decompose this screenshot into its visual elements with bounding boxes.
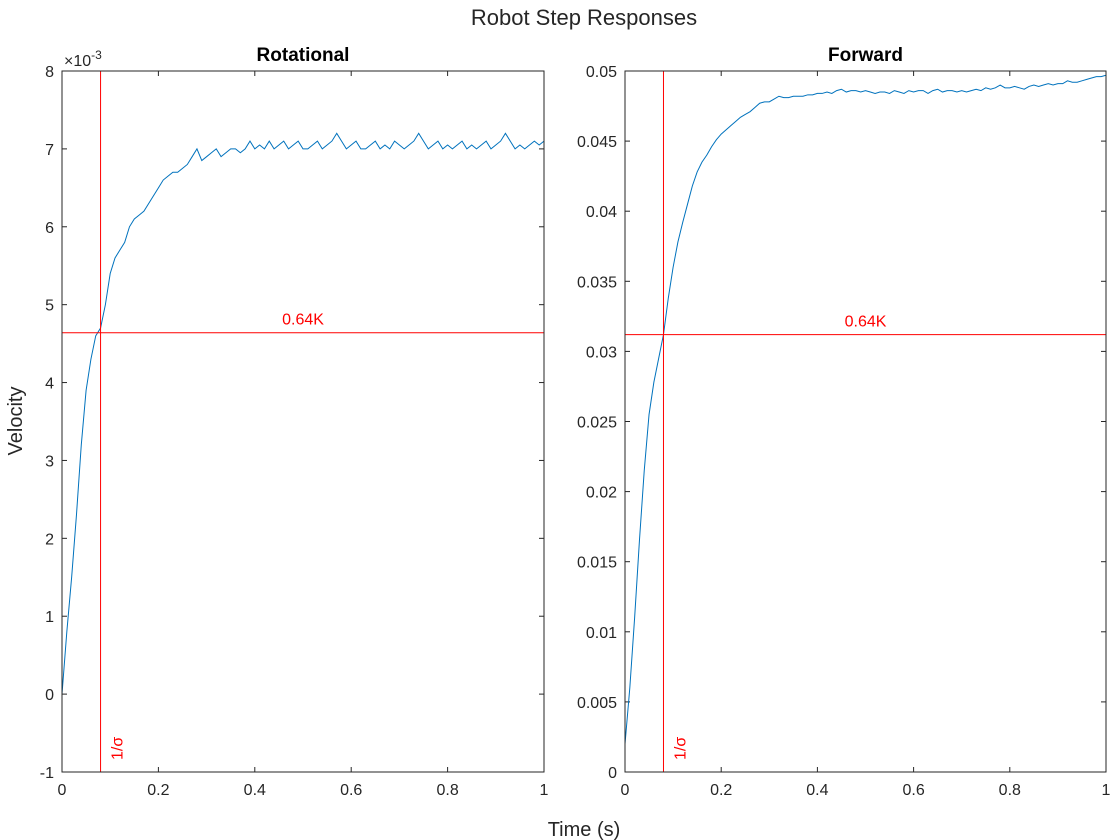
reference-label-horizontal: 0.64K <box>845 314 887 331</box>
y-tick-label: 0.035 <box>577 274 617 291</box>
x-tick-label: 0.4 <box>244 782 266 799</box>
y-tick-label: 1 <box>45 609 54 626</box>
y-exponent-power: -3 <box>91 48 102 62</box>
y-tick-label: 3 <box>45 453 54 470</box>
y-tick-label: 5 <box>45 298 54 315</box>
x-tick-label: 1 <box>1102 782 1111 799</box>
reference-label-horizontal: 0.64K <box>282 312 324 329</box>
x-tick-label: 0.8 <box>999 782 1021 799</box>
axes-frame <box>61 70 545 773</box>
x-tick-label: 0 <box>58 782 67 799</box>
figure-title: Robot Step Responses <box>471 5 697 30</box>
series-line-0 <box>62 132 544 695</box>
y-tick-label: -1 <box>40 765 54 782</box>
series-line-0 <box>625 74 1106 745</box>
y-tick-label: 0.045 <box>577 134 617 151</box>
x-tick-label: 0.6 <box>340 782 362 799</box>
reference-label-vertical: 1/σ <box>672 737 689 760</box>
y-tick-label: 6 <box>45 220 54 237</box>
y-tick-label: 2 <box>45 531 54 548</box>
forward-panel: Forward 0 0.2 0.4 0.6 0.8 1 0 0.005 0.01 0.015 0.02… <box>577 45 1111 799</box>
plot-area <box>62 71 544 772</box>
y-tick-label: 0 <box>608 765 617 782</box>
y-tick-label: 0 <box>45 687 54 704</box>
y-exponent-label: ×10-3 <box>64 48 102 70</box>
axes-frame <box>624 70 1107 773</box>
x-tick-label: 0.6 <box>902 782 924 799</box>
y-tick-label: 7 <box>45 142 54 159</box>
y-tick-label: 0.025 <box>577 415 617 432</box>
x-tick-label: 0 <box>621 782 630 799</box>
x-tick-label: 1 <box>540 782 549 799</box>
y-tick-label: 0.04 <box>586 204 617 221</box>
chart-title: Forward <box>828 45 903 66</box>
y-tick-label: 0.015 <box>577 555 617 572</box>
shared-y-axis-label: Velocity <box>5 387 27 456</box>
y-exponent-base: ×10 <box>64 53 91 70</box>
y-tick-label: 8 <box>45 64 54 81</box>
x-tick-label: 0.2 <box>147 782 169 799</box>
x-tick-label: 0.2 <box>710 782 732 799</box>
y-tick-label: 0.005 <box>577 695 617 712</box>
y-tick-label: 4 <box>45 376 54 393</box>
y-tick-label: 0.05 <box>586 64 617 81</box>
shared-x-axis-label: Time (s) <box>548 819 621 840</box>
x-tick-label: 0.8 <box>436 782 458 799</box>
y-tick-label: 0.01 <box>586 625 617 642</box>
chart-title: Rotational <box>257 45 350 66</box>
reference-label-vertical: 1/σ <box>110 737 127 760</box>
y-tick-label: 0.02 <box>586 485 617 502</box>
plot-area <box>625 71 1106 772</box>
x-tick-label: 0.4 <box>806 782 828 799</box>
y-tick-label: 0.03 <box>586 344 617 361</box>
